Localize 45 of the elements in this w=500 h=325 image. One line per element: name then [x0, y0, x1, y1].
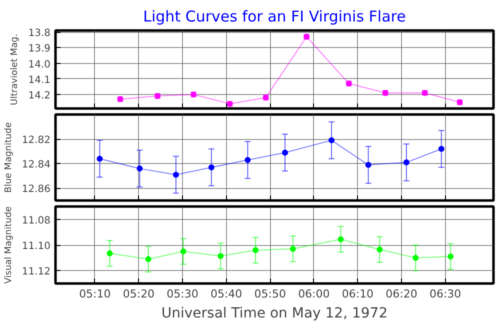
y-tick-label: 14.2: [28, 90, 50, 102]
y-tick-label: 14.1: [28, 74, 50, 86]
y-tick-label: 14.0: [28, 59, 50, 70]
point: [106, 250, 113, 256]
y-axis-title: Visual Magnitude: [4, 206, 14, 284]
y-tick-label: 12.86: [22, 184, 51, 196]
x-tick-label: 06:10: [342, 288, 374, 300]
y-tick-label: 12.84: [22, 160, 51, 171]
point: [218, 253, 224, 260]
y-tick-label: 11.08: [22, 215, 51, 226]
y-axis-title: Blue Magnitude: [4, 122, 14, 193]
point: [403, 159, 410, 166]
point: [145, 256, 152, 262]
x-tick-label: 05:50: [254, 288, 286, 300]
x-tick-label: 05:20: [122, 288, 155, 300]
point: [438, 146, 444, 152]
point: [180, 248, 186, 254]
point: [376, 246, 383, 252]
point: [448, 254, 454, 260]
y-tick-label: 13.8: [28, 28, 50, 40]
x-tick-label: 06:00: [298, 288, 330, 300]
x-tick-label: 06:20: [386, 288, 418, 300]
point: [365, 162, 372, 168]
point: [208, 164, 214, 170]
y-tick-label: 11.10: [22, 241, 51, 252]
point: [172, 172, 179, 178]
point: [290, 246, 296, 252]
point: [412, 254, 419, 261]
x-tick-label: 05:10: [79, 288, 111, 300]
x-tick-label: 05:30: [166, 288, 198, 300]
point: [244, 156, 251, 163]
y-axis-title: Ultraviolet Mag.: [10, 34, 20, 106]
x-tick-label: 06:30: [429, 288, 462, 300]
point: [282, 150, 288, 156]
y-tick-label: 12.82: [22, 135, 51, 146]
point: [136, 166, 143, 172]
point: [338, 236, 344, 242]
point: [328, 137, 335, 144]
point: [96, 156, 103, 162]
y-tick-label: 13.9: [28, 44, 50, 55]
chart-title: Light Curves for an FI Virginis Flare: [143, 8, 406, 26]
x-axis-title: Universal Time on May 12, 1972: [161, 306, 388, 322]
x-tick-label: 05:40: [210, 288, 242, 300]
y-tick-label: 11.12: [22, 266, 51, 278]
point: [252, 247, 259, 254]
